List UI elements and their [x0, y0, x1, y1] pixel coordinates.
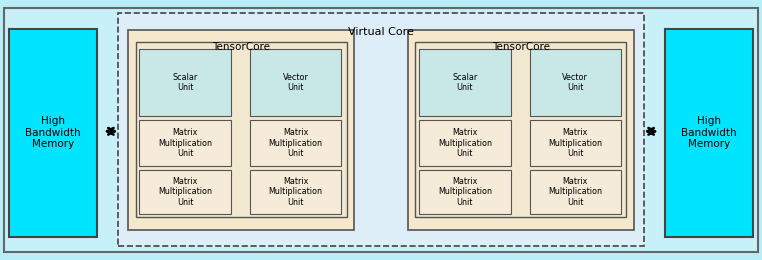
Bar — [139, 170, 231, 214]
Text: Matrix
Multiplication
Unit: Matrix Multiplication Unit — [549, 177, 602, 206]
Bar — [408, 30, 634, 230]
Text: Scalar
Unit: Scalar Unit — [172, 73, 198, 92]
Text: Vector
Unit: Vector Unit — [283, 73, 309, 92]
Bar — [136, 42, 347, 217]
Text: Matrix
Multiplication
Unit: Matrix Multiplication Unit — [158, 177, 212, 206]
Text: Matrix
Multiplication
Unit: Matrix Multiplication Unit — [438, 128, 491, 158]
Bar — [415, 42, 626, 217]
Text: Scalar
Unit: Scalar Unit — [452, 73, 478, 92]
Bar — [250, 120, 341, 166]
Bar — [128, 30, 354, 230]
Bar — [419, 120, 511, 166]
Bar — [139, 49, 231, 116]
Bar — [530, 49, 621, 116]
Text: High
Bandwidth
Memory: High Bandwidth Memory — [25, 116, 81, 149]
Bar — [530, 120, 621, 166]
Bar — [118, 13, 644, 246]
Bar — [419, 170, 511, 214]
Text: High
Bandwidth
Memory: High Bandwidth Memory — [681, 116, 737, 149]
Bar — [530, 170, 621, 214]
Bar — [419, 49, 511, 116]
Bar — [250, 170, 341, 214]
Text: Matrix
Multiplication
Unit: Matrix Multiplication Unit — [269, 177, 322, 206]
Text: Matrix
Multiplication
Unit: Matrix Multiplication Unit — [269, 128, 322, 158]
Text: Virtual Core: Virtual Core — [348, 27, 414, 37]
Text: TensorCore: TensorCore — [212, 42, 271, 52]
Text: Matrix
Multiplication
Unit: Matrix Multiplication Unit — [549, 128, 602, 158]
Bar — [139, 120, 231, 166]
Bar — [9, 29, 97, 237]
Bar — [665, 29, 753, 237]
Text: TensorCore: TensorCore — [491, 42, 550, 52]
Text: Vector
Unit: Vector Unit — [562, 73, 588, 92]
Text: Matrix
Multiplication
Unit: Matrix Multiplication Unit — [438, 177, 491, 206]
Text: Matrix
Multiplication
Unit: Matrix Multiplication Unit — [158, 128, 212, 158]
Bar — [250, 49, 341, 116]
